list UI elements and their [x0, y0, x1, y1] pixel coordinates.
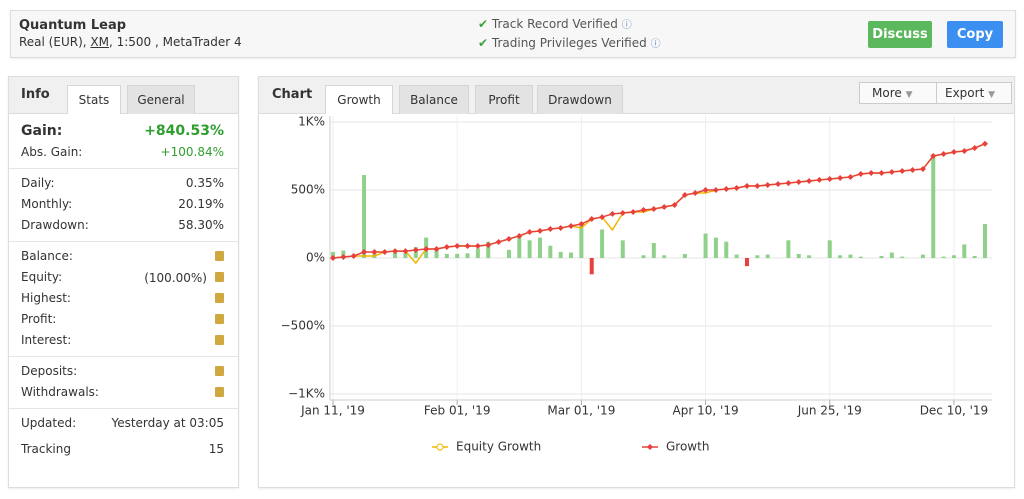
stat-row: Highest: — [21, 291, 224, 306]
stat-row: Daily: 0.35% — [21, 176, 224, 190]
label: Withdrawals: — [21, 385, 99, 399]
stat-row: Tracking 15 — [21, 442, 224, 456]
lock-icon — [215, 387, 224, 397]
account-text: , 1:500 , MetaTrader 4 — [108, 35, 242, 49]
verified: ✔ Track Record Verified ⓘ — [478, 17, 632, 31]
chart-tab[interactable]: Drawdown — [537, 85, 623, 114]
label: Updated: — [21, 416, 77, 430]
chart-panel: Chart Growth Balance Profit Drawdown Mor… — [258, 76, 1015, 488]
value-cell — [207, 291, 224, 306]
stat-row: Abs. Gain: +100.84% — [21, 145, 224, 159]
value: 20.19% — [178, 197, 224, 211]
value: 0.35% — [185, 176, 224, 190]
stat-row: Monthly: 20.19% — [21, 197, 224, 211]
label: Daily: — [21, 176, 55, 190]
stat-row: Interest: — [21, 333, 224, 348]
value: +840.53% — [144, 123, 224, 139]
verified-text: Trading Privileges Verified — [491, 36, 647, 50]
separator — [9, 168, 238, 169]
label: Deposits: — [21, 364, 78, 378]
label: Tracking — [21, 442, 71, 456]
separator — [9, 241, 238, 242]
system-title: Quantum Leap — [19, 18, 127, 33]
label: Balance: — [21, 249, 73, 263]
tab-bar — [9, 77, 238, 114]
value-cell: (100.00%) — [144, 270, 224, 285]
lock-icon — [215, 272, 224, 282]
label: Highest: — [21, 291, 71, 305]
value-cell: 15 — [209, 442, 224, 456]
value-cell: 20.19% — [178, 197, 224, 211]
lock-icon — [215, 251, 224, 261]
stat-row: Deposits: — [21, 364, 224, 379]
value-cell — [207, 385, 224, 400]
value: Yesterday at 03:05 — [111, 416, 224, 430]
export-menu[interactable]: Export ▼ — [936, 82, 1012, 104]
label: Equity: — [21, 270, 63, 284]
value-cell — [207, 249, 224, 264]
stat-row: Profit: — [21, 312, 224, 327]
label: Abs. Gain: — [21, 145, 83, 159]
menu-label: More — [872, 86, 902, 100]
lock-icon — [215, 335, 224, 345]
label: Monthly: — [21, 197, 73, 211]
value-cell: 58.30% — [178, 218, 224, 232]
lock-icon — [215, 314, 224, 324]
label: Interest: — [21, 333, 72, 347]
discuss-button[interactable]: Discuss — [868, 21, 932, 48]
lock-icon — [215, 293, 224, 303]
value: (100.00%) — [144, 271, 207, 285]
stat-row: Withdrawals: — [21, 385, 224, 400]
label: Drawdown: — [21, 218, 89, 232]
copy-button[interactable]: Copy — [947, 21, 1003, 48]
value-cell: 0.35% — [186, 176, 224, 190]
general-tab[interactable]: General — [127, 85, 195, 114]
account: Real (EUR), XM, 1:500 , MetaTrader 4 — [19, 35, 242, 49]
stat-row: Equity: (100.00%) — [21, 270, 224, 285]
value: 15 — [208, 442, 224, 456]
more-menu[interactable]: More ▼ — [859, 82, 943, 104]
chart-tab[interactable]: Growth — [325, 85, 393, 114]
menu-label: Export — [945, 86, 985, 100]
chart-tab[interactable]: Profit — [475, 85, 533, 114]
stats-tab[interactable]: Stats — [67, 85, 121, 114]
gain-row: Gain: +840.53% — [21, 123, 224, 139]
panel-title: Info — [21, 87, 50, 102]
account-text: Real (EUR), — [19, 35, 91, 49]
separator — [9, 408, 238, 409]
stat-row: Updated: Yesterday at 03:05 — [21, 416, 224, 430]
value-cell — [207, 333, 224, 348]
stat-row: Balance: — [21, 249, 224, 264]
header: Quantum Leap Real (EUR), XM, 1:500 , Met… — [10, 10, 1016, 58]
verified: ✔ Trading Privileges Verified ⓘ — [478, 36, 661, 50]
value-cell: Yesterday at 03:05 — [111, 416, 224, 430]
value-cell — [207, 312, 224, 327]
label: Profit: — [21, 312, 57, 326]
value: 58.30% — [178, 218, 224, 232]
lock-icon — [215, 366, 224, 376]
verified-text: Track Record Verified — [491, 17, 618, 31]
separator — [9, 356, 238, 357]
label: Gain: — [21, 123, 63, 139]
value-cell: +100.84% — [161, 145, 224, 159]
panel-title: Chart — [272, 87, 313, 102]
value-cell — [207, 364, 224, 379]
chart-tab[interactable]: Balance — [399, 85, 469, 114]
stat-row: Drawdown: 58.30% — [21, 218, 224, 232]
value: +100.84% — [160, 145, 224, 159]
broker-link[interactable]: XM — [90, 35, 109, 49]
info-panel: Info Stats General Gain: +840.53% Abs. Ga… — [8, 76, 239, 488]
